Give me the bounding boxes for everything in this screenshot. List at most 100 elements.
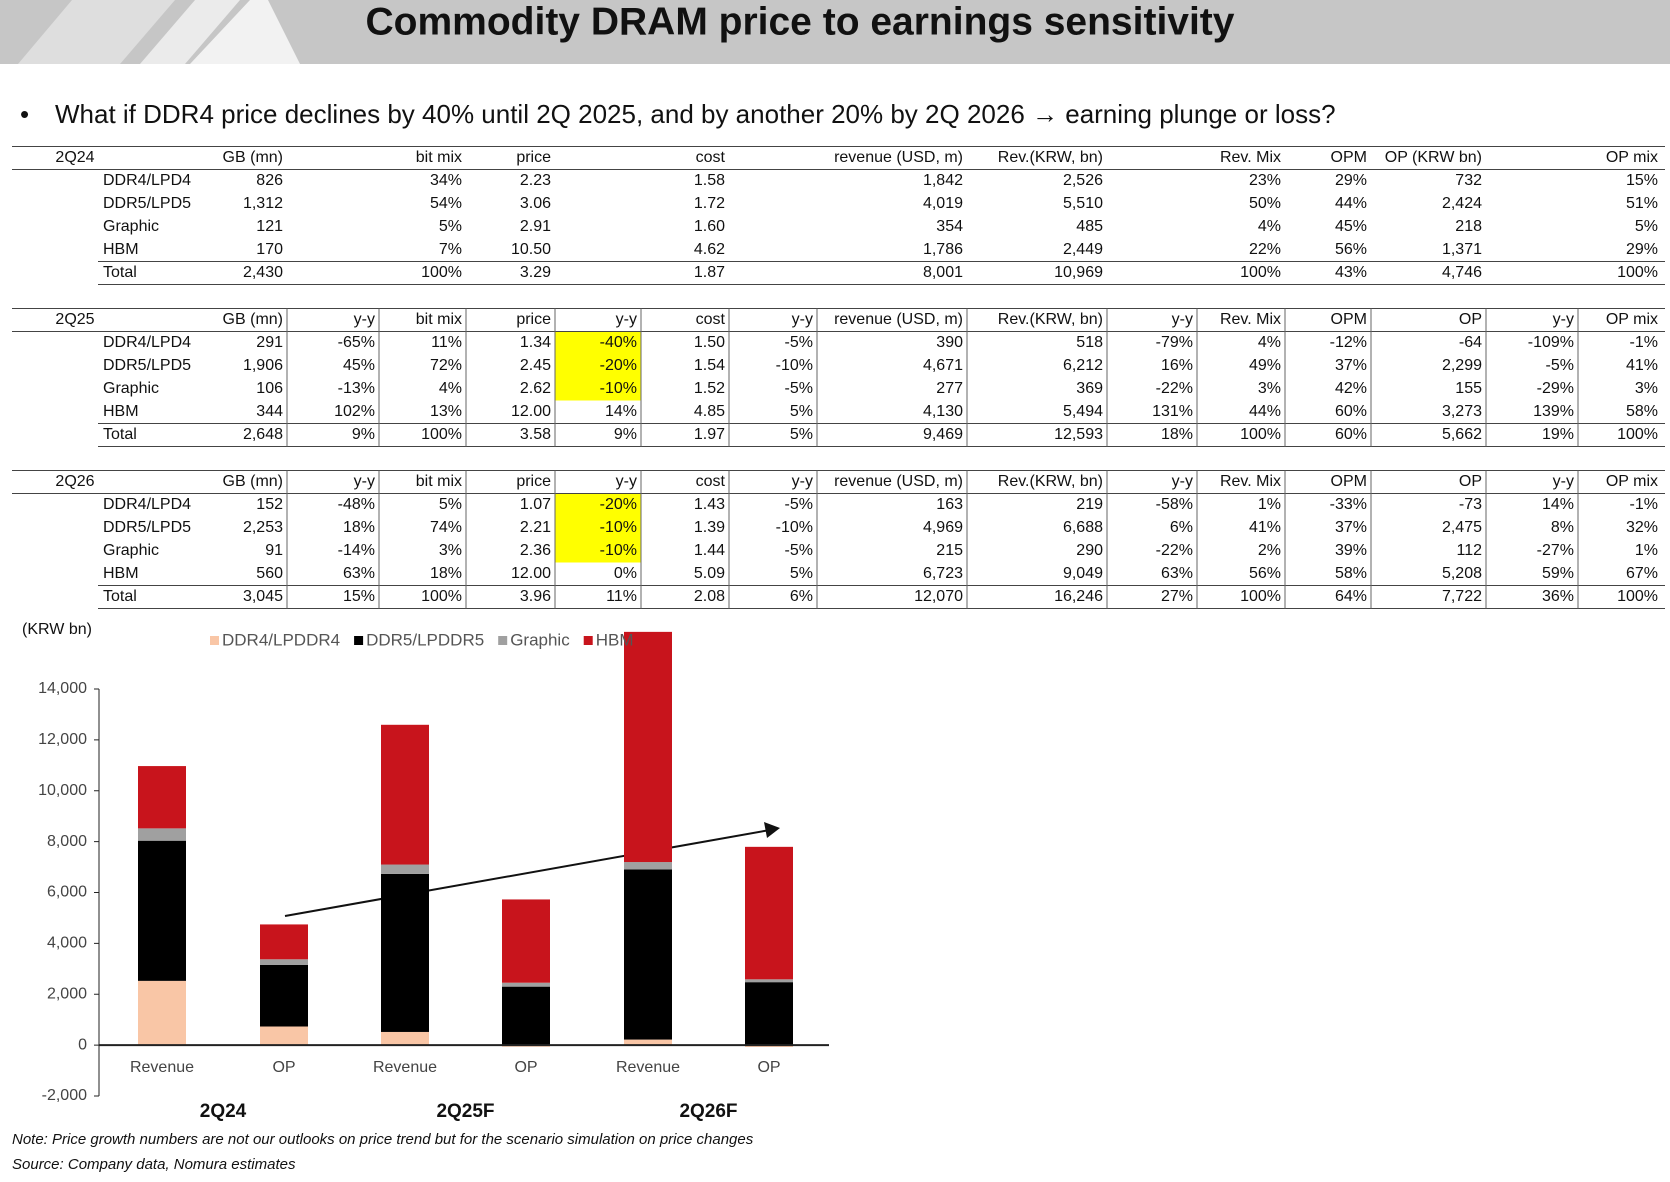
table-header: 2Q24	[55, 149, 94, 166]
table-cell: 106	[256, 380, 283, 397]
table-cell: 5%	[439, 218, 462, 235]
table-header: revenue (USD, m)	[834, 149, 963, 166]
table-header: GB (mn)	[223, 473, 283, 490]
group-label: 2Q26F	[679, 1101, 737, 1122]
table-cell: 3%	[1258, 380, 1281, 397]
cell-highlight	[555, 331, 641, 355]
row-label: Graphic	[103, 380, 159, 397]
table-cell: 1.60	[694, 218, 725, 235]
table-cell: 29%	[1335, 172, 1367, 189]
x-tick-label: Revenue	[130, 1059, 194, 1076]
y-tick-label: 2,000	[47, 985, 87, 1002]
table-cell: 15%	[1626, 172, 1658, 189]
table-cell: 9,049	[1063, 565, 1103, 582]
row-label: DDR5/LPD5	[103, 357, 191, 374]
table-header: GB (mn)	[223, 311, 283, 328]
table-cell: -40%	[600, 334, 637, 351]
y-tick-label: 4,000	[47, 935, 87, 952]
table-cell: 219	[1076, 496, 1103, 513]
table-cell: 4.85	[694, 403, 725, 420]
bar-segment	[624, 631, 672, 863]
table-cell: 34%	[430, 172, 462, 189]
bar-segment	[381, 873, 429, 1032]
row-label: Total	[103, 264, 137, 281]
table-cell: 43%	[1335, 264, 1367, 281]
table-cell: -65%	[338, 334, 375, 351]
table-cell: -20%	[600, 496, 637, 513]
table-header: bit mix	[416, 311, 462, 328]
bar-segment	[502, 899, 550, 983]
y-tick-label: 8,000	[47, 833, 87, 850]
table-cell: 11%	[606, 588, 637, 605]
table-cell: 1.72	[694, 195, 725, 212]
table-cell: 1.87	[694, 264, 725, 281]
table-cell: 112	[1456, 542, 1482, 559]
table-header: y-y	[354, 473, 375, 490]
table-cell: 6%	[1170, 519, 1193, 536]
legend-label: DDR5/LPDDR5	[366, 630, 484, 649]
y-tick-label: 10,000	[38, 782, 87, 799]
table-header: OP mix	[1606, 149, 1658, 166]
bar-segment	[745, 982, 793, 1046]
slide-title: Commodity DRAM price to earnings sensiti…	[366, 0, 1235, 43]
banner-decor	[140, 0, 240, 64]
table-header: Rev.(KRW, bn)	[998, 473, 1103, 490]
table-cell: 354	[936, 218, 963, 235]
table-header: y-y	[616, 311, 637, 328]
table-cell: 3%	[1635, 380, 1658, 397]
table-header: OP	[1459, 473, 1482, 490]
table-cell: 58%	[1335, 565, 1367, 582]
cell-highlight	[555, 377, 641, 401]
table-cell: 41%	[1249, 519, 1281, 536]
table-cell: 732	[1455, 172, 1482, 189]
table-cell: -12%	[1330, 334, 1367, 351]
x-tick-label: OP	[757, 1059, 780, 1076]
table-cell: 100%	[1240, 426, 1281, 443]
bar-segment	[745, 979, 793, 983]
table-cell: 2,449	[1063, 241, 1103, 258]
table-header: 2Q25	[55, 311, 94, 328]
table-cell: -5%	[785, 334, 813, 351]
table-cell: 2,475	[1442, 519, 1482, 536]
table-cell: 56%	[1249, 565, 1281, 582]
table-cell: 518	[1076, 334, 1103, 351]
table-cell: 2,253	[243, 519, 283, 536]
table-cell: -48%	[338, 496, 375, 513]
table-cell: 18%	[1161, 426, 1193, 443]
y-tick-label: 6,000	[47, 884, 87, 901]
table-cell: 1.50	[694, 334, 725, 351]
table-cell: 60%	[1335, 403, 1367, 420]
bar-segment	[260, 924, 308, 960]
table-cell: 2,430	[243, 264, 283, 281]
table-cell: 51%	[1626, 195, 1658, 212]
row-label: Graphic	[103, 218, 159, 235]
table-cell: 50%	[1249, 195, 1281, 212]
table-cell: 100%	[421, 264, 462, 281]
table-cell: 2.23	[520, 172, 551, 189]
table-cell: 1.52	[694, 380, 725, 397]
table-cell: 41%	[1626, 357, 1658, 374]
banner-decor	[18, 0, 175, 64]
table-cell: 4,671	[923, 357, 963, 374]
table-cell: 100%	[1240, 588, 1281, 605]
table-header: cost	[696, 473, 726, 490]
table-header: price	[516, 473, 551, 490]
table-cell: 291	[256, 334, 283, 351]
table-cell: 4,969	[923, 519, 963, 536]
table-cell: -22%	[1156, 542, 1193, 559]
table-header: GB (mn)	[223, 149, 283, 166]
table-cell: 100%	[1617, 426, 1658, 443]
table-cell: 60%	[1335, 426, 1367, 443]
table-cell: 1.34	[520, 334, 551, 351]
table-cell: 100%	[1617, 588, 1658, 605]
table-header: Rev.(KRW, bn)	[998, 311, 1103, 328]
bar-segment	[381, 1031, 429, 1046]
table-header: bit mix	[416, 473, 462, 490]
table-cell: -14%	[338, 542, 375, 559]
table-header: Rev. Mix	[1220, 149, 1281, 166]
y-tick-label: 14,000	[38, 680, 87, 697]
table-cell: 12.00	[511, 565, 551, 582]
y-tick-label: -2,000	[42, 1087, 87, 1104]
table-cell: 4.62	[694, 241, 725, 258]
bar-segment	[260, 959, 308, 965]
